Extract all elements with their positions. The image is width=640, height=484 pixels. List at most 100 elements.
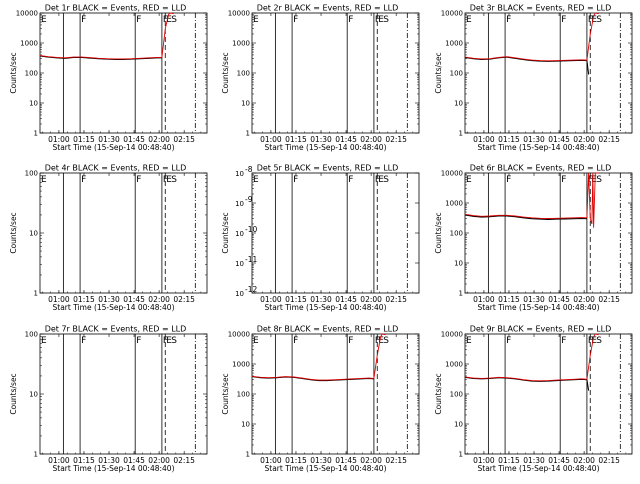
panel-title: Det 7r BLACK = Events, RED = LLD <box>45 325 187 334</box>
x-tick-label: 02:00 <box>148 295 170 304</box>
flag-letter: F <box>81 175 86 185</box>
x-axis-label: Start Time (15-Sep-14 00:48:40) <box>53 143 175 152</box>
x-tick-label: 01:45 <box>335 456 357 465</box>
lld-series <box>39 12 174 60</box>
panel-title: Det 5r BLACK = Events, RED = LLD <box>257 164 399 173</box>
flag-letter: S <box>383 175 389 185</box>
y-tick-label: 1 <box>34 290 38 298</box>
y-tick-label: 10000 <box>16 10 38 18</box>
lld-series <box>464 12 599 62</box>
x-axis-label: Start Time (15-Sep-14 00:48:40) <box>53 464 175 473</box>
x-tick-label: 02:00 <box>573 295 595 304</box>
panel-title: Det 3r BLACK = Events, RED = LLD <box>470 4 612 13</box>
x-tick-label: 02:00 <box>148 456 170 465</box>
y-axis-label: Counts/sec <box>9 52 18 93</box>
y-tick-exponent: -12 <box>245 285 257 294</box>
plot-frame <box>39 12 208 134</box>
y-tick-label: 100 <box>450 230 463 238</box>
y-tick-label: 1 <box>246 130 250 138</box>
x-tick-label: 01:30 <box>98 135 120 144</box>
x-tick-label: 01:30 <box>523 135 545 144</box>
x-axis-label: Start Time (15-Sep-14 00:48:40) <box>53 303 175 312</box>
x-tick-label: 01:00 <box>473 135 495 144</box>
panel-title: Det 8r BLACK = Events, RED = LLD <box>257 325 399 334</box>
x-tick-label: 01:45 <box>123 295 145 304</box>
x-tick-label: 01:30 <box>310 295 332 304</box>
flag-letter: S <box>171 15 177 25</box>
y-tick-label: 100 <box>237 70 250 78</box>
flag-letter: F <box>293 336 298 346</box>
plot-frame <box>251 172 420 294</box>
flag-letter: E <box>41 15 47 25</box>
x-tick-label: 01:30 <box>310 135 332 144</box>
x-tick-label: 01:00 <box>48 456 70 465</box>
plot-frame <box>251 333 420 455</box>
y-tick-label: 1 <box>459 451 463 459</box>
x-axis-label: Start Time (15-Sep-14 00:48:40) <box>478 143 600 152</box>
plot-frame <box>464 333 633 455</box>
x-tick-label: 01:15 <box>73 295 95 304</box>
flag-letter: F <box>163 336 168 346</box>
flag-letter: S <box>596 175 602 185</box>
panel-title: Det 2r BLACK = Events, RED = LLD <box>257 4 399 13</box>
flag-letter: E <box>166 336 172 346</box>
flag-letter: E <box>378 15 384 25</box>
lld-series <box>251 333 386 381</box>
flag-letter: E <box>591 175 597 185</box>
y-tick-label: 10 <box>29 230 38 238</box>
y-axis-label: Counts/sec <box>9 212 18 253</box>
x-tick-label: 02:00 <box>360 456 382 465</box>
y-tick-label: 10 <box>235 230 244 238</box>
y-tick-label: 10 <box>454 260 463 268</box>
y-tick-label: 10 <box>235 260 244 268</box>
x-tick-label: 02:15 <box>385 135 407 144</box>
plot-frame <box>39 172 208 294</box>
flag-letter: S <box>596 15 602 25</box>
x-tick-label: 01:45 <box>335 295 357 304</box>
x-tick-label: 01:15 <box>285 295 307 304</box>
flag-letter: E <box>591 15 597 25</box>
x-tick-label: 01:30 <box>98 295 120 304</box>
x-tick-label: 01:30 <box>98 456 120 465</box>
x-axis-label: Start Time (15-Sep-14 00:48:40) <box>265 143 387 152</box>
y-tick-label: 10 <box>454 421 463 429</box>
x-tick-label: 01:00 <box>48 295 70 304</box>
x-tick-label: 01:00 <box>260 135 282 144</box>
y-tick-label: 10000 <box>441 10 463 18</box>
panel-title: Det 6r BLACK = Events, RED = LLD <box>470 164 612 173</box>
x-tick-label: 01:15 <box>285 456 307 465</box>
y-tick-exponent: -10 <box>245 225 257 234</box>
panel-title: Det 9r BLACK = Events, RED = LLD <box>470 325 612 334</box>
panel-title: Det 1r BLACK = Events, RED = LLD <box>45 4 187 13</box>
x-tick-label: 02:15 <box>173 295 195 304</box>
y-tick-label: 1000 <box>445 200 463 208</box>
flag-letter: E <box>466 336 472 346</box>
y-tick-label: 100 <box>25 70 38 78</box>
x-tick-label: 02:00 <box>148 135 170 144</box>
y-tick-label: 10 <box>454 100 463 108</box>
panel-title: Det 4r BLACK = Events, RED = LLD <box>45 164 187 173</box>
y-axis-label: Counts/sec <box>434 52 443 93</box>
y-tick-label: 1 <box>34 130 38 138</box>
x-tick-label: 01:45 <box>548 456 570 465</box>
y-axis-label: Counts/sec <box>434 212 443 253</box>
y-tick-label: 10000 <box>441 170 463 178</box>
flag-letter: E <box>378 336 384 346</box>
flag-letter: E <box>166 15 172 25</box>
y-tick-label: 10000 <box>228 331 250 339</box>
y-tick-label: 100 <box>25 170 38 178</box>
flag-letter: F <box>136 336 141 346</box>
y-tick-label: 100 <box>450 391 463 399</box>
y-tick-label: 10 <box>29 100 38 108</box>
x-tick-label: 02:00 <box>573 456 595 465</box>
lld-series <box>464 172 599 228</box>
x-tick-label: 02:00 <box>360 135 382 144</box>
x-tick-label: 01:30 <box>523 456 545 465</box>
x-tick-label: 01:30 <box>523 295 545 304</box>
x-tick-label: 02:00 <box>573 135 595 144</box>
flag-letter: E <box>378 175 384 185</box>
lld-series <box>464 333 599 382</box>
